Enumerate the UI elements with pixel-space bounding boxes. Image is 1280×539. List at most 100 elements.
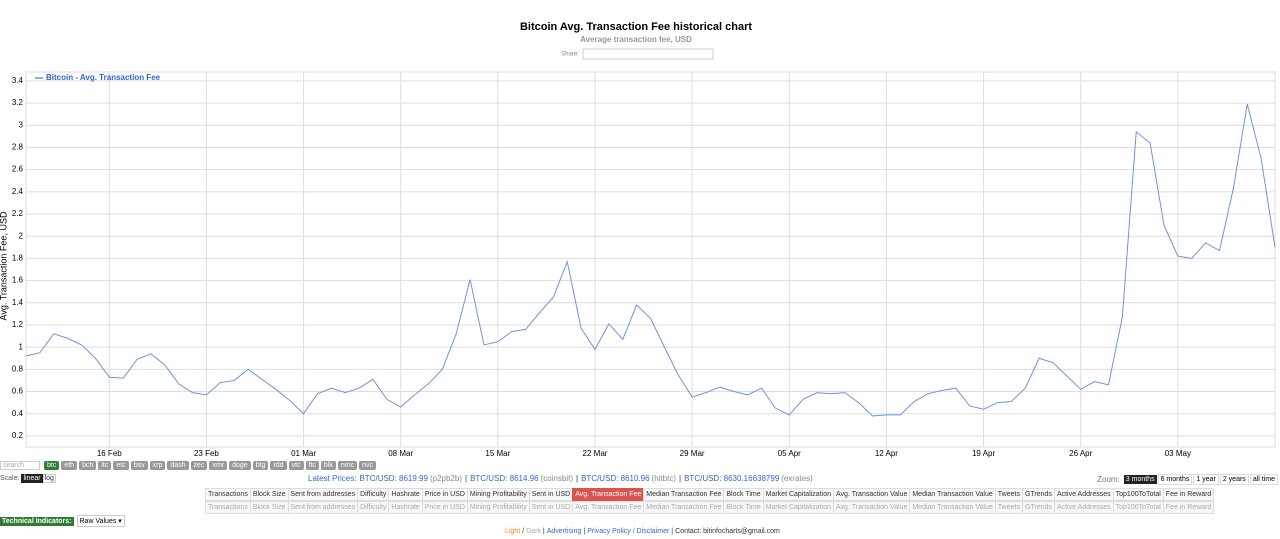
coin-button[interactable]: zec <box>190 461 208 470</box>
x-tick-label: 23 Feb <box>194 449 219 458</box>
metric-tab[interactable]: Hashrate <box>388 501 423 514</box>
y-tick-label: 2.4 <box>12 187 24 196</box>
metric-tab[interactable]: Avg. Transaction Fee <box>572 501 645 514</box>
coin-button[interactable]: bsv <box>130 461 148 470</box>
metric-tab[interactable]: Top100ToTotal <box>1112 501 1164 514</box>
metric-tab[interactable]: Tweets <box>994 501 1023 514</box>
metric-tab[interactable]: Avg. Transaction Fee <box>572 488 645 501</box>
price[interactable]: BTC/USD: 8619.99 <box>359 474 428 483</box>
y-tick-label: 1.2 <box>12 320 24 329</box>
scale-option[interactable]: linear <box>21 474 43 483</box>
footer-item[interactable]: Advertising <box>546 528 582 535</box>
y-tick-label: 3 <box>19 120 24 129</box>
coin-button[interactable]: rdd <box>270 461 287 470</box>
coin-button[interactable]: ftc <box>305 461 319 470</box>
coin-button[interactable]: dash <box>167 461 189 470</box>
zoom-option[interactable]: 6 months <box>1157 474 1193 485</box>
metric-tab[interactable]: Market Capitalization <box>762 501 834 514</box>
metric-tab[interactable]: Tweets <box>994 488 1023 501</box>
zoom-option[interactable]: 1 year <box>1193 474 1219 485</box>
metric-tab[interactable]: Block Size <box>249 501 289 514</box>
scale-option[interactable]: log <box>42 474 56 483</box>
metric-tab[interactable]: Transactions <box>205 501 251 514</box>
coin-button[interactable]: doge <box>229 461 251 470</box>
legend-label: Bitcoin - Avg. Transaction Fee <box>46 73 161 82</box>
y-tick-label: 0.4 <box>12 409 24 418</box>
coin-button[interactable]: ltc <box>98 461 112 470</box>
coin-button[interactable]: vtc <box>288 461 304 470</box>
footer-item[interactable]: Contact: bitinfocharts@gmail.com <box>675 528 780 535</box>
metric-tab[interactable]: GTrends <box>1021 488 1055 501</box>
metric-tab[interactable]: Avg. Transaction Value <box>833 501 911 514</box>
coin-button[interactable]: bch <box>79 461 97 470</box>
metric-tab[interactable]: Fee in Reward <box>1162 501 1215 514</box>
metric-tab[interactable]: Difficulty <box>357 488 390 501</box>
metric-tab[interactable]: GTrends <box>1021 501 1055 514</box>
metric-tab[interactable]: Top100ToTotal <box>1112 488 1164 501</box>
metric-tab[interactable]: Active Addresses <box>1053 488 1114 501</box>
price-source: (exrates) <box>781 474 813 483</box>
price-source: (hitbtc) <box>651 474 677 483</box>
metric-tab[interactable]: Mining Profitability <box>466 501 530 514</box>
zoom-option[interactable]: 2 years <box>1219 474 1249 485</box>
y-tick-label: 1.4 <box>12 298 24 307</box>
metric-tab[interactable]: Avg. Transaction Value <box>833 488 911 501</box>
metric-tab[interactable]: Price in USD <box>421 501 468 514</box>
x-tick-label: 26 Apr <box>1069 449 1092 458</box>
metric-tab[interactable]: Block Time <box>723 501 764 514</box>
footer: Light / Dark | Advertising | Privacy Policy / … <box>504 528 781 535</box>
metric-tab[interactable]: Active Addresses <box>1053 501 1114 514</box>
zoom-option[interactable]: all time <box>1249 474 1278 485</box>
metric-tab[interactable]: Block Time <box>723 488 764 501</box>
metric-tab[interactable]: Market Capitalization <box>762 488 834 501</box>
metric-tab[interactable]: Sent in USD <box>528 488 574 501</box>
metric-tab[interactable]: Transactions <box>205 488 251 501</box>
coin-button[interactable]: btc <box>44 461 60 470</box>
x-tick-label: 08 Mar <box>388 449 413 458</box>
coin-button[interactable]: nvc <box>359 461 376 470</box>
zoom-option[interactable]: 3 months <box>1123 475 1157 484</box>
metric-tab[interactable]: Hashrate <box>388 488 423 501</box>
x-tick-label: 03 May <box>1165 449 1191 458</box>
x-tick-label: 15 Mar <box>485 449 510 458</box>
metric-tab[interactable]: Sent from addresses <box>287 501 359 514</box>
search-box[interactable]: search <box>0 461 40 470</box>
metric-tab[interactable]: Median Transaction Value <box>909 501 996 514</box>
metric-tab[interactable]: Sent from addresses <box>287 488 359 501</box>
footer-item[interactable]: Dark <box>526 528 541 535</box>
price[interactable]: BTC/USD: 8630.16638799 <box>684 474 780 483</box>
footer-item[interactable]: Light <box>505 528 521 535</box>
price[interactable]: BTC/USD: 8614.96 <box>470 474 539 483</box>
y-tick-label: 0.6 <box>12 387 24 396</box>
x-tick-label: 16 Feb <box>97 449 122 458</box>
indicators-select[interactable]: Raw Values ▾ <box>76 515 125 527</box>
metric-tab[interactable]: Sent in USD <box>528 501 574 514</box>
x-tick-label: 01 Mar <box>291 449 316 458</box>
metric-tab[interactable]: Fee in Reward <box>1162 488 1215 501</box>
metric-tab[interactable]: Median Transaction Fee <box>643 501 725 514</box>
footer-item[interactable]: Privacy Policy / Disclaimer <box>587 528 670 535</box>
metric-tab[interactable]: Block Size <box>249 488 289 501</box>
coin-button[interactable]: etc <box>113 461 129 470</box>
coin-button[interactable]: xmr <box>209 461 228 470</box>
footer-item: | <box>542 528 545 535</box>
price[interactable]: BTC/USD: 8610.96 <box>581 474 650 483</box>
footer-item: | <box>583 528 586 535</box>
y-tick-label: 3.4 <box>12 76 24 85</box>
metric-tab[interactable]: Mining Profitability <box>466 488 530 501</box>
metric-tab[interactable]: Difficulty <box>357 501 390 514</box>
coin-button[interactable]: btg <box>252 461 269 470</box>
coin-button[interactable]: eth <box>61 461 78 470</box>
y-tick-label: 1.8 <box>12 253 24 262</box>
indicators-row: Technical Indicators: Raw Values ▾ <box>0 515 125 527</box>
metric-tab[interactable]: Median Transaction Value <box>909 488 996 501</box>
footer-item: | <box>671 528 674 535</box>
coin-button[interactable]: nmc <box>337 461 358 470</box>
metric-tab[interactable]: Median Transaction Fee <box>643 488 725 501</box>
coin-button[interactable]: blk <box>320 461 336 470</box>
metric-tab[interactable]: Price in USD <box>421 488 468 501</box>
y-tick-label: 2.8 <box>12 143 24 152</box>
x-tick-label: 12 Apr <box>875 449 898 458</box>
coin-button[interactable]: xrp <box>149 461 166 470</box>
